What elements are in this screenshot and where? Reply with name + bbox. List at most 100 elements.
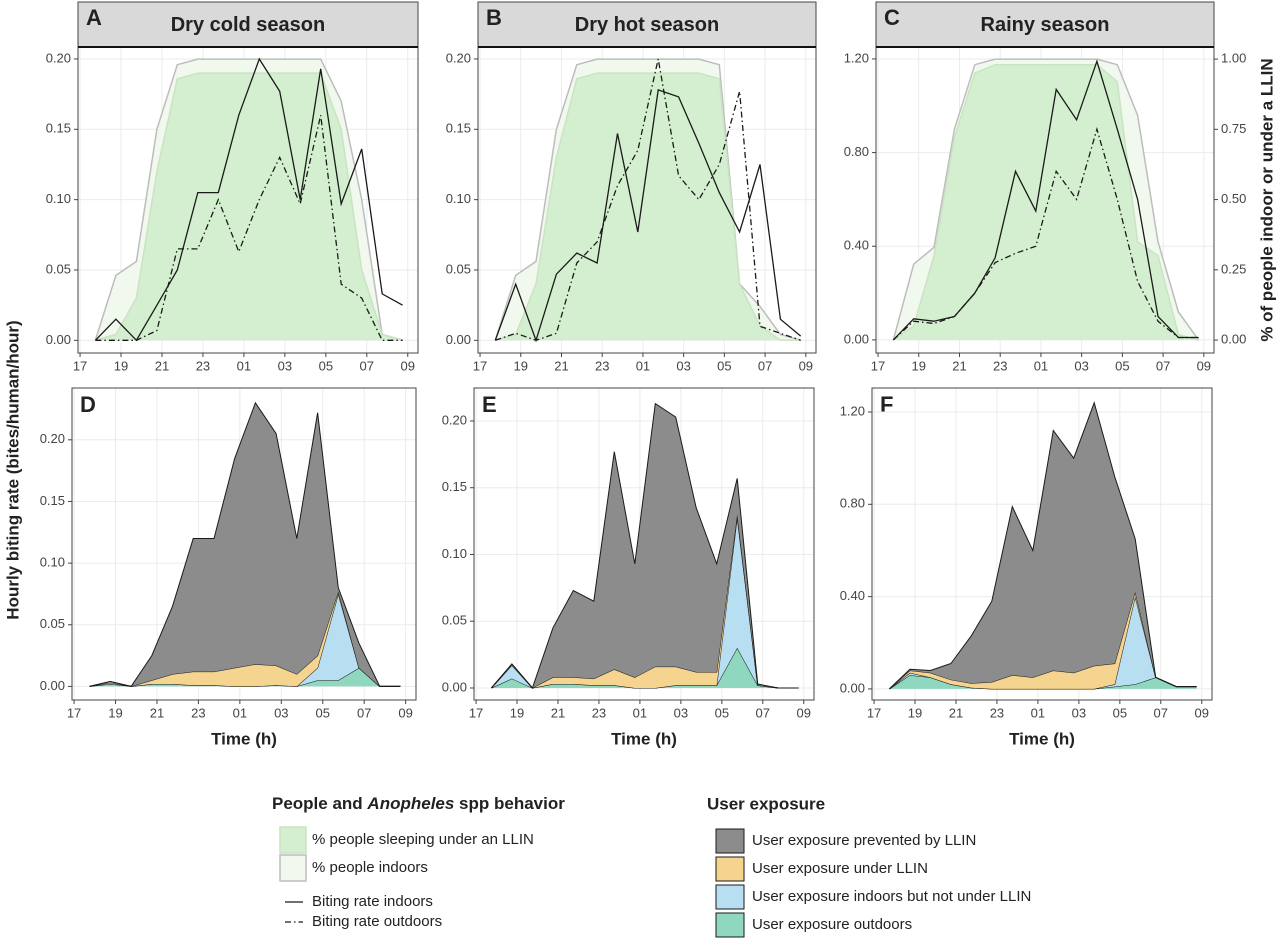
y2-axis-label: % of people indoor or under a LLIN <box>1257 58 1276 341</box>
stack-fill <box>89 593 401 687</box>
panel-tag: B <box>486 5 502 30</box>
x-tick-label: 21 <box>952 358 966 373</box>
panel-tag: E <box>482 392 497 417</box>
y-tick-label: 0.20 <box>46 50 71 65</box>
panel-tag: A <box>86 5 102 30</box>
y-tick-label: 0.10 <box>446 191 471 206</box>
y-tick-label: 0.05 <box>46 261 71 276</box>
x-tick-label: 01 <box>633 705 647 720</box>
x-tick-label: 07 <box>357 705 371 720</box>
legend-swatch <box>279 854 307 882</box>
y-tick-label: 0.00 <box>40 678 65 693</box>
line <box>495 58 801 341</box>
x-tick-label: 21 <box>150 705 164 720</box>
x-tick-label: 23 <box>990 705 1004 720</box>
strip <box>477 1 817 48</box>
x-tick-label: 07 <box>1156 358 1170 373</box>
legend-label: % people indoors <box>312 859 428 876</box>
y-tick-label: 0.00 <box>840 680 865 695</box>
x-tick-label: 09 <box>401 358 415 373</box>
x-tick-label: 07 <box>1154 705 1168 720</box>
panel-tag: C <box>884 5 900 30</box>
x-tick-label: 05 <box>1113 705 1127 720</box>
strip-title: Dry hot season <box>575 14 719 36</box>
y-tick-label: 0.80 <box>840 496 865 511</box>
x-tick-label: 07 <box>360 358 374 373</box>
plot-border <box>871 387 1213 701</box>
y-tick-label: 0.40 <box>844 238 869 253</box>
x-tick-label: 01 <box>636 358 650 373</box>
area-edge <box>494 58 801 341</box>
x-tick-label: 19 <box>108 705 122 720</box>
x-tick-label: 19 <box>912 358 926 373</box>
y-tick-label: 0.40 <box>840 588 865 603</box>
stack-fill <box>89 667 401 687</box>
strip-title: Dry cold season <box>171 14 326 36</box>
x-axis-label: Time (h) <box>211 729 277 748</box>
y-tick-label: 0.20 <box>446 50 471 65</box>
x-tick-label: 17 <box>469 705 483 720</box>
x-tick-label: 07 <box>758 358 772 373</box>
legend-title-part: People and <box>272 794 367 813</box>
x-tick-label: 17 <box>871 358 885 373</box>
y-tick-label: 0.05 <box>446 261 471 276</box>
x-tick-label: 19 <box>114 358 128 373</box>
x-tick-label: 09 <box>799 358 813 373</box>
x-tick-label: 03 <box>676 358 690 373</box>
x-axis-label: Time (h) <box>611 729 677 748</box>
legend-label: % people sleeping under an LLIN <box>312 831 534 848</box>
line <box>95 115 403 341</box>
y-tick-label: 0.00 <box>442 679 467 694</box>
x-tick-label: 07 <box>756 705 770 720</box>
x-tick-label: 09 <box>1195 705 1209 720</box>
legend-title-part: spp behavior <box>454 794 565 813</box>
x-tick-label: 17 <box>73 358 87 373</box>
stack-edge <box>889 401 1197 690</box>
y2-tick-label: 0.75 <box>1221 121 1246 136</box>
stack-fill <box>491 403 799 688</box>
x-tick-label: 03 <box>278 358 292 373</box>
y-tick-label: 0.00 <box>844 331 869 346</box>
x-tick-label: 17 <box>473 358 487 373</box>
stack-fill <box>889 402 1197 689</box>
area-edge <box>495 72 801 341</box>
x-tick-label: 17 <box>867 705 881 720</box>
y-tick-label: 0.15 <box>46 121 71 136</box>
y-tick-label: 0.00 <box>46 332 71 347</box>
area-fill <box>495 73 801 341</box>
panel-tag: F <box>880 392 893 417</box>
y-tick-label: 0.10 <box>46 191 71 206</box>
x-tick-label: 05 <box>715 705 729 720</box>
legend-label: Biting rate outdoors <box>312 913 442 930</box>
stack-fill <box>89 402 401 687</box>
legend-swatch <box>715 912 745 938</box>
x-axis-label: Time (h) <box>1009 729 1075 748</box>
y-tick-label: 0.10 <box>442 546 467 561</box>
y-tick-label: 0.20 <box>442 412 467 427</box>
stack-fill <box>491 647 799 688</box>
y-axis-label: Hourly biting rate (bites/human/hour) <box>3 320 22 619</box>
x-tick-label: 21 <box>949 705 963 720</box>
line <box>892 59 1199 341</box>
legend-label: Biting rate indoors <box>312 893 433 910</box>
x-tick-label: 09 <box>797 705 811 720</box>
x-tick-label: 19 <box>514 358 528 373</box>
legend-swatch <box>715 884 745 910</box>
x-tick-label: 09 <box>1197 358 1211 373</box>
y-tick-label: 0.10 <box>40 555 65 570</box>
x-tick-label: 23 <box>191 705 205 720</box>
x-tick-label: 01 <box>233 705 247 720</box>
area-edge <box>94 58 403 341</box>
x-tick-label: 03 <box>674 705 688 720</box>
area-fill <box>893 64 1199 341</box>
legend-label: User exposure under LLIN <box>752 860 928 877</box>
legend-swatch <box>279 826 307 854</box>
x-tick-label: 03 <box>1072 705 1086 720</box>
x-tick-label: 05 <box>717 358 731 373</box>
x-tick-label: 01 <box>1031 705 1045 720</box>
x-tick-label: 17 <box>67 705 81 720</box>
legend-label: User exposure indoors but not under LLIN <box>752 888 1031 905</box>
legend-label: User exposure outdoors <box>752 916 912 933</box>
x-tick-label: 23 <box>993 358 1007 373</box>
